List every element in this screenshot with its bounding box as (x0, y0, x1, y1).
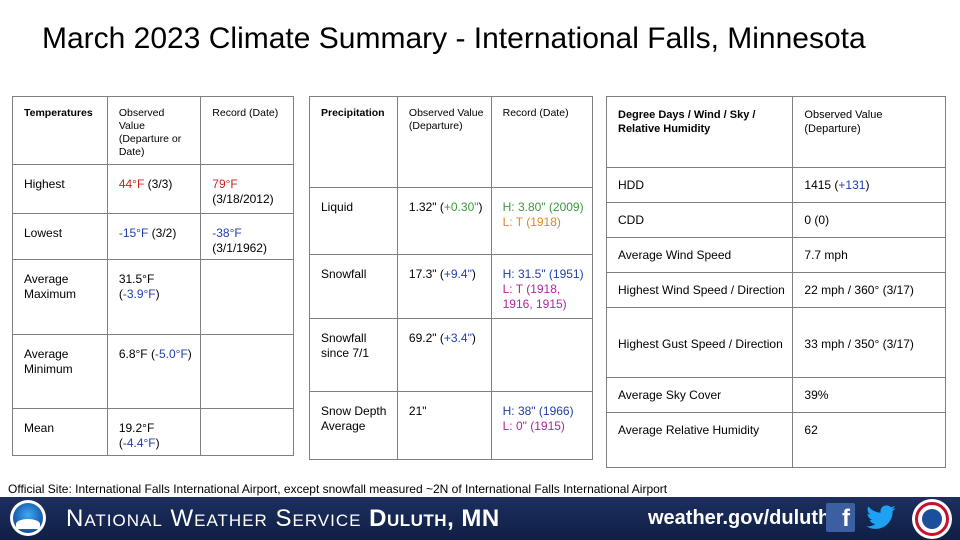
snowfall-value: 17.3" (+9.4") (396, 254, 492, 319)
snowfall-label: Snowfall (309, 254, 398, 319)
high-wind-label: Highest Wind Speed / Direction (605, 272, 794, 308)
sky-cover-value: 39% (792, 377, 946, 413)
degree-days-header: Degree Days / Wind / Sky / Relative Humi… (605, 96, 794, 168)
liquid-value: 1.32" (+0.30") (396, 187, 492, 255)
humidity-value: 62 (792, 412, 946, 468)
sky-cover-label: Average Sky Cover (605, 377, 794, 413)
snow-depth-record: H: 38" (1966) L: 0" (1915) (490, 391, 594, 460)
high-gust-value: 33 mph / 350° (3/17) (792, 307, 946, 378)
highest-label: Highest (12, 164, 108, 214)
snow-since-value: 69.2" (+3.4") (396, 318, 492, 392)
temperatures-header: Temperatures (12, 96, 108, 165)
page-title: March 2023 Climate Summary - Internation… (42, 22, 866, 55)
lowest-value: -15°F (3/2) (106, 213, 202, 260)
twitter-icon[interactable] (864, 502, 898, 534)
avg-min-value: 6.8°F (-5.0°F) (106, 334, 202, 409)
avg-min-record (200, 334, 294, 409)
snow-since-label: Snowfall since 7/1 (309, 318, 398, 392)
avg-wind-label: Average Wind Speed (605, 237, 794, 273)
nws-banner: National Weather Service Duluth, MN weat… (0, 497, 960, 540)
avg-wind-value: 7.7 mph (792, 237, 946, 273)
precipitation-header: Precipitation (309, 96, 398, 188)
temperatures-table: Temperatures Observed Value (Departure o… (12, 96, 294, 456)
snow-since-record (490, 318, 594, 392)
high-wind-value: 22 mph / 360° (3/17) (792, 272, 946, 308)
official-site-note: Official Site: International Falls Inter… (8, 482, 668, 496)
website-link[interactable]: weather.gov/duluth (648, 507, 831, 529)
avg-max-label: Average Maximum (12, 259, 108, 335)
snow-depth-label: Snow Depth Average (309, 391, 398, 460)
highest-value: 44°F (3/3) (106, 164, 202, 214)
precip-record-header: Record (Date) (490, 96, 594, 188)
mean-label: Mean (12, 408, 108, 456)
highest-record: 79°F (3/18/2012) (200, 164, 294, 214)
hdd-label: HDD (605, 167, 794, 203)
lowest-label: Lowest (12, 213, 108, 260)
humidity-label: Average Relative Humidity (605, 412, 794, 468)
cdd-value: 0 (0) (792, 202, 946, 238)
observed-header: Observed Value (Departure or Date) (106, 96, 202, 165)
liquid-label: Liquid (309, 187, 398, 255)
precipitation-table: Precipitation Observed Value (Departure)… (309, 96, 594, 460)
mean-value: 19.2°F (-4.4°F) (106, 408, 202, 456)
snowfall-record: H: 31.5" (1951) L: T (1918, 1916, 1915) (490, 254, 594, 319)
degree-days-observed-header: Observed Value (Departure) (792, 96, 946, 168)
high-gust-label: Highest Gust Speed / Direction (605, 307, 794, 378)
degree-days-table: Degree Days / Wind / Sky / Relative Humi… (605, 96, 946, 468)
precip-observed-header: Observed Value (Departure) (396, 96, 492, 188)
avg-max-value: 31.5°F (-3.9°F) (106, 259, 202, 335)
avg-min-label: Average Minimum (12, 334, 108, 409)
record-header: Record (Date) (200, 96, 294, 165)
lowest-record: -38°F (3/1/1962) (200, 213, 294, 260)
hdd-value: 1415 (+131) (792, 167, 946, 203)
facebook-icon[interactable]: f (826, 503, 855, 532)
mean-record (200, 408, 294, 456)
nws-logo[interactable] (912, 499, 952, 539)
avg-max-record (200, 259, 294, 335)
noaa-logo[interactable] (10, 500, 46, 536)
liquid-record: H: 3.80" (2009) L: T (1918) (490, 187, 594, 255)
snow-depth-value: 21" (396, 391, 492, 460)
cdd-label: CDD (605, 202, 794, 238)
office-name: National Weather Service Duluth, MN (66, 505, 500, 532)
